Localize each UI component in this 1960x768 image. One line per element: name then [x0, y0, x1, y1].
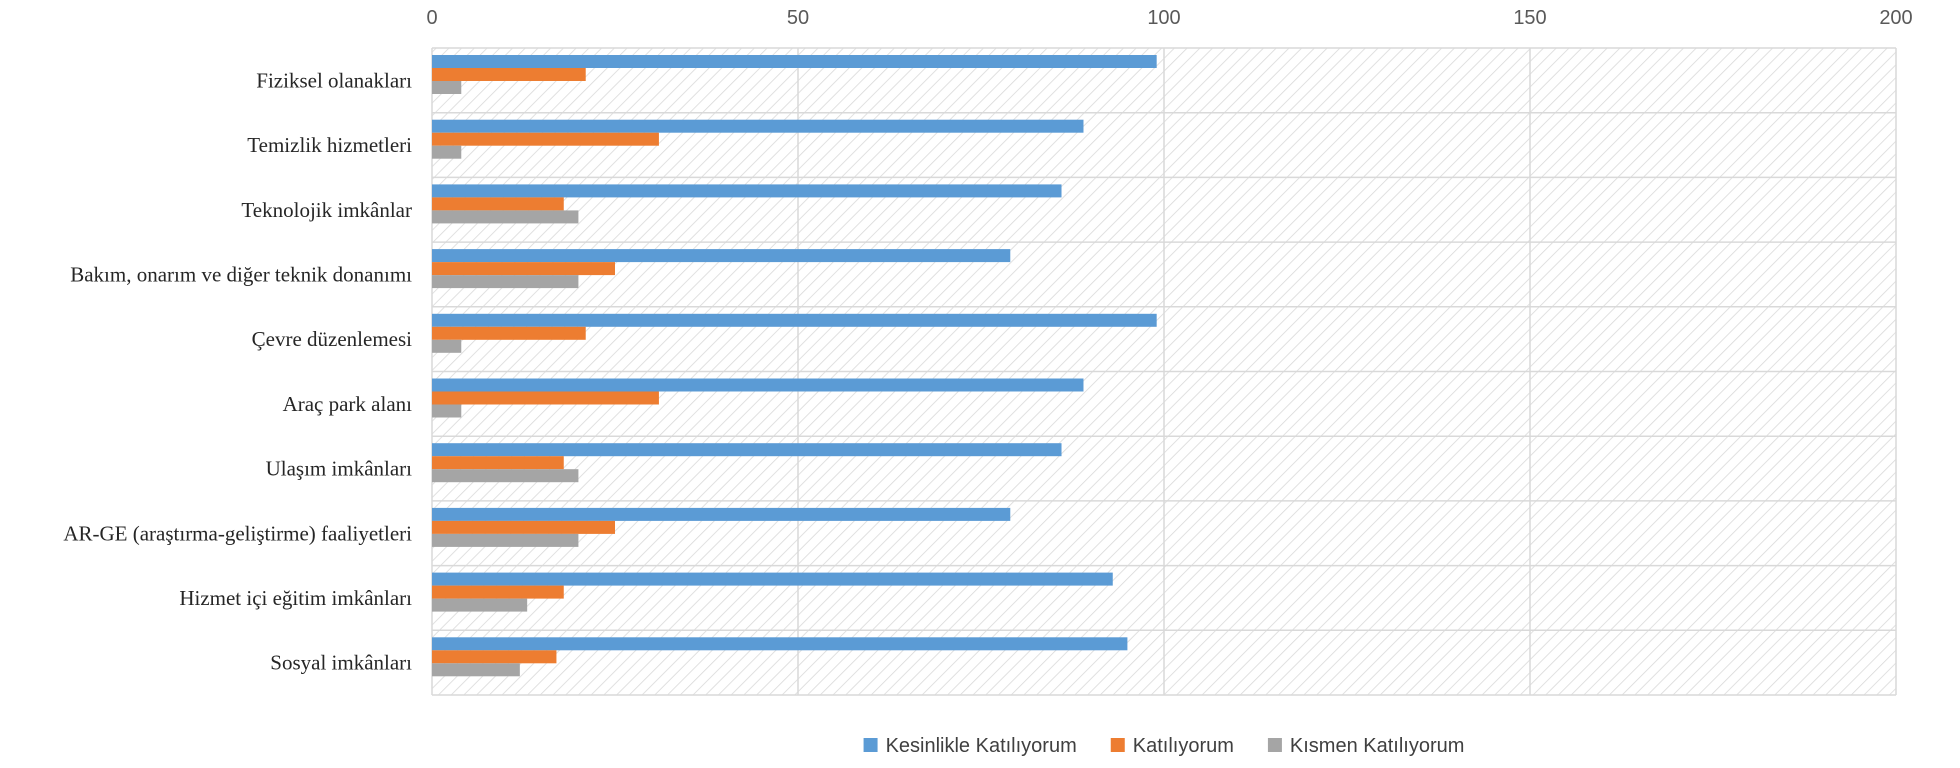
legend-label: Kısmen Katılıyorum: [1290, 735, 1465, 757]
bar-1-2: [432, 119, 1084, 133]
bar-2-10: [432, 650, 557, 664]
bar-2-8: [432, 520, 615, 534]
category-label: AR-GE (araştırma-geliştirme) faaliyetler…: [63, 521, 412, 545]
category-label: Temizlik hizmetleri: [247, 133, 412, 157]
bar-1-1: [432, 55, 1157, 68]
bar-3-2: [432, 145, 462, 159]
bar-2-5: [432, 326, 586, 340]
bar-1-7: [432, 443, 1062, 457]
category-label: Hizmet içi eğitim imkânları: [179, 586, 412, 610]
bar-1-3: [432, 184, 1062, 198]
bar-3-6: [432, 404, 462, 418]
category-label: Teknolojik imkânlar: [241, 198, 412, 222]
x-tick-label: 200: [1879, 7, 1912, 29]
bar-3-5: [432, 339, 462, 353]
legend-swatch-1: [863, 738, 878, 752]
x-tick-label: 150: [1513, 7, 1546, 29]
bar-3-8: [432, 533, 579, 547]
category-label: Fiziksel olanakları: [256, 68, 412, 92]
category-label: Bakım, onarım ve diğer teknik donanımı: [70, 262, 412, 286]
bar-3-1: [432, 81, 462, 94]
x-tick-label: 50: [787, 7, 809, 29]
bar-3-9: [432, 598, 528, 612]
bar-1-5: [432, 313, 1157, 327]
bar-2-6: [432, 391, 659, 405]
bar-3-4: [432, 275, 579, 289]
bar-3-10: [432, 663, 520, 677]
legend-label: Kesinlikle Katılıyorum: [886, 735, 1077, 757]
bar-1-4: [432, 249, 1011, 263]
x-tick-label: 0: [426, 7, 437, 29]
legend-swatch-2: [1110, 738, 1125, 752]
category-label: Çevre düzenlemesi: [252, 327, 413, 351]
x-tick-label: 100: [1147, 7, 1180, 29]
legend-label: Katılıyorum: [1133, 735, 1234, 757]
bar-2-1: [432, 68, 586, 81]
bar-1-10: [432, 637, 1128, 651]
bar-3-3: [432, 210, 579, 224]
bar-2-4: [432, 262, 615, 276]
bar-2-7: [432, 456, 564, 470]
legend-swatch-3: [1267, 738, 1282, 752]
category-label: Sosyal imkânları: [270, 651, 412, 675]
bar-2-3: [432, 197, 564, 211]
category-label: Araç park alanı: [283, 392, 413, 416]
category-label: Ulaşım imkânları: [266, 457, 413, 481]
bar-1-9: [432, 572, 1113, 586]
bar-2-9: [432, 585, 564, 599]
bar-1-8: [432, 507, 1011, 521]
bar-3-7: [432, 469, 579, 483]
bar-2-2: [432, 132, 659, 146]
bar-1-6: [432, 378, 1084, 392]
